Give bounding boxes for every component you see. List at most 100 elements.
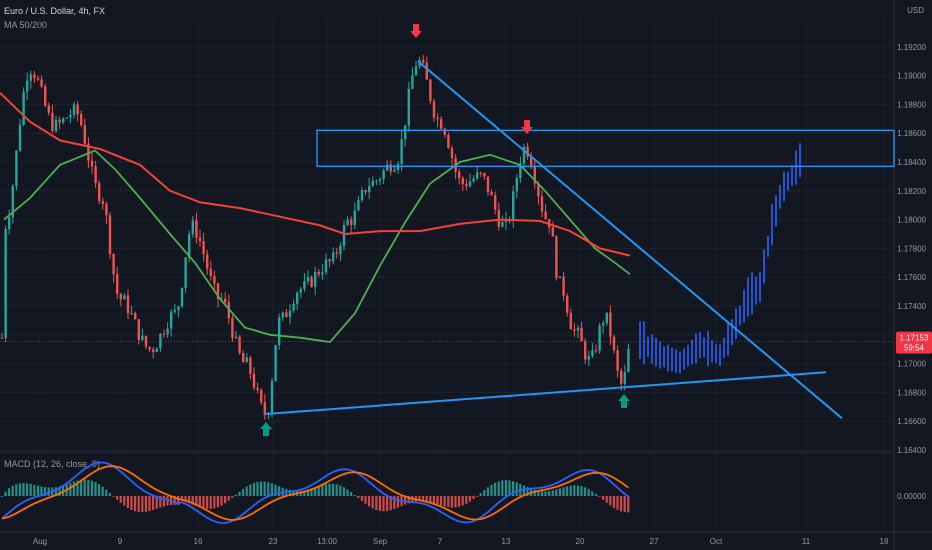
candle-body: [58, 119, 61, 123]
candle-body: [321, 272, 324, 275]
macd-histogram-bar: [108, 492, 111, 496]
ma-200-line: [0, 92, 631, 257]
macd-histogram-bar: [216, 496, 219, 508]
price-axis[interactable]: 1.19200 1.19000 1.18800 1.18600 1.18400 1.182…: [897, 43, 926, 501]
candle-body: [584, 341, 587, 360]
macd-histogram-bar: [177, 496, 180, 506]
macd-histogram-bar: [522, 485, 525, 496]
macd-histogram-bar: [440, 496, 443, 506]
macd-histogram-bar: [227, 496, 230, 501]
macd-histogram-bar: [202, 496, 205, 509]
candle-body: [573, 329, 576, 331]
arrow-up-icon: [260, 422, 272, 436]
candle-body: [209, 268, 212, 277]
macd-histogram-bar: [436, 496, 439, 505]
current-price-label: 1.17153: [900, 334, 929, 343]
resistance-trendline: [417, 60, 843, 420]
ma-50-line: [3, 149, 631, 343]
candle-body: [238, 336, 241, 354]
candle-body: [317, 271, 320, 275]
macd-histogram-bar: [126, 496, 129, 509]
macd-histogram-bar: [213, 496, 216, 509]
candle-body: [173, 309, 176, 312]
macd-histogram-bar: [36, 485, 39, 496]
candle-body: [72, 104, 76, 115]
candle-body: [80, 114, 83, 126]
candle-body: [393, 169, 396, 172]
macd-histogram-bar: [594, 493, 597, 496]
price-tick: 1.17400: [897, 302, 926, 311]
macd-histogram-bar: [404, 496, 407, 505]
macd-histogram-bar: [256, 481, 259, 496]
candle-body: [26, 80, 29, 92]
macd-histogram-bar: [342, 487, 345, 496]
candle-body: [162, 333, 166, 335]
candle-body: [87, 143, 90, 161]
arrow-down-icon: [521, 120, 533, 134]
macd-histogram-bar: [537, 490, 540, 496]
time-tick: Sep: [373, 537, 388, 546]
candle-body: [512, 191, 515, 221]
price-tick: 1.18200: [897, 187, 926, 196]
macd-histogram-bar: [533, 489, 536, 496]
macd-histogram-bar: [396, 496, 399, 508]
candle-body: [62, 118, 65, 123]
moving-averages: [0, 92, 631, 343]
macd-histogram-bar: [562, 487, 565, 496]
candle-body: [296, 292, 299, 304]
candle-body: [94, 166, 97, 184]
candle-body: [18, 124, 22, 151]
macd-histogram-bar: [306, 489, 309, 496]
macd-histogram-bar: [8, 488, 11, 496]
time-axis[interactable]: Aug 9 16 23 13:00 Sep 7 13 20 27 Oct 11 18: [33, 537, 889, 546]
candle-body: [562, 276, 565, 296]
macd-histogram-bar: [29, 483, 32, 496]
candle-body: [566, 295, 569, 313]
candle-body: [612, 336, 616, 351]
candle-body: [65, 117, 68, 119]
price-tick: 1.19200: [897, 43, 926, 52]
candle-body: [202, 241, 205, 255]
price-tick: 1.16600: [897, 417, 926, 426]
candle-body: [414, 66, 418, 76]
candle-body: [425, 62, 428, 80]
macd-histogram-bar: [425, 496, 428, 502]
macd-histogram-bar: [389, 496, 392, 511]
macd-histogram-bar: [540, 491, 543, 496]
macd-histogram-bar: [382, 496, 385, 512]
candle-body: [479, 172, 482, 174]
macd-histogram-bar: [130, 496, 133, 510]
candles: [0, 54, 801, 420]
macd-histogram-bar: [501, 480, 504, 496]
macd-histogram-bar: [584, 487, 587, 496]
indicator-legend: MA 50/200: [4, 20, 48, 30]
macd-histogram-bar: [375, 496, 378, 510]
candle-body: [616, 350, 619, 371]
candle-body: [76, 104, 79, 115]
macd-histogram-bar: [573, 485, 576, 496]
candle-body: [458, 171, 461, 179]
macd-histogram-bar: [184, 496, 187, 502]
macd-histogram-bar: [360, 496, 363, 502]
candle-body: [29, 74, 32, 81]
candle-body: [339, 245, 342, 254]
candle-body: [292, 303, 295, 311]
time-tick: 27: [650, 537, 659, 546]
candle-body: [112, 254, 115, 275]
macd-histogram-bar: [4, 491, 7, 496]
macd-tick: 0.00000: [897, 492, 926, 501]
macd-histogram-bar: [479, 493, 482, 496]
time-tick: 9: [118, 537, 123, 546]
candle-body: [533, 166, 536, 184]
macd-histogram-bar: [371, 496, 374, 509]
candle-body: [180, 287, 184, 307]
macd-histogram-bar: [612, 496, 615, 508]
macd-histogram-bar: [191, 496, 194, 505]
macd-histogram-bar: [18, 483, 21, 496]
macd-histogram-bar: [393, 496, 396, 510]
macd-histogram-bar: [490, 484, 493, 496]
candle-body: [242, 353, 245, 363]
candle-body: [436, 117, 439, 120]
